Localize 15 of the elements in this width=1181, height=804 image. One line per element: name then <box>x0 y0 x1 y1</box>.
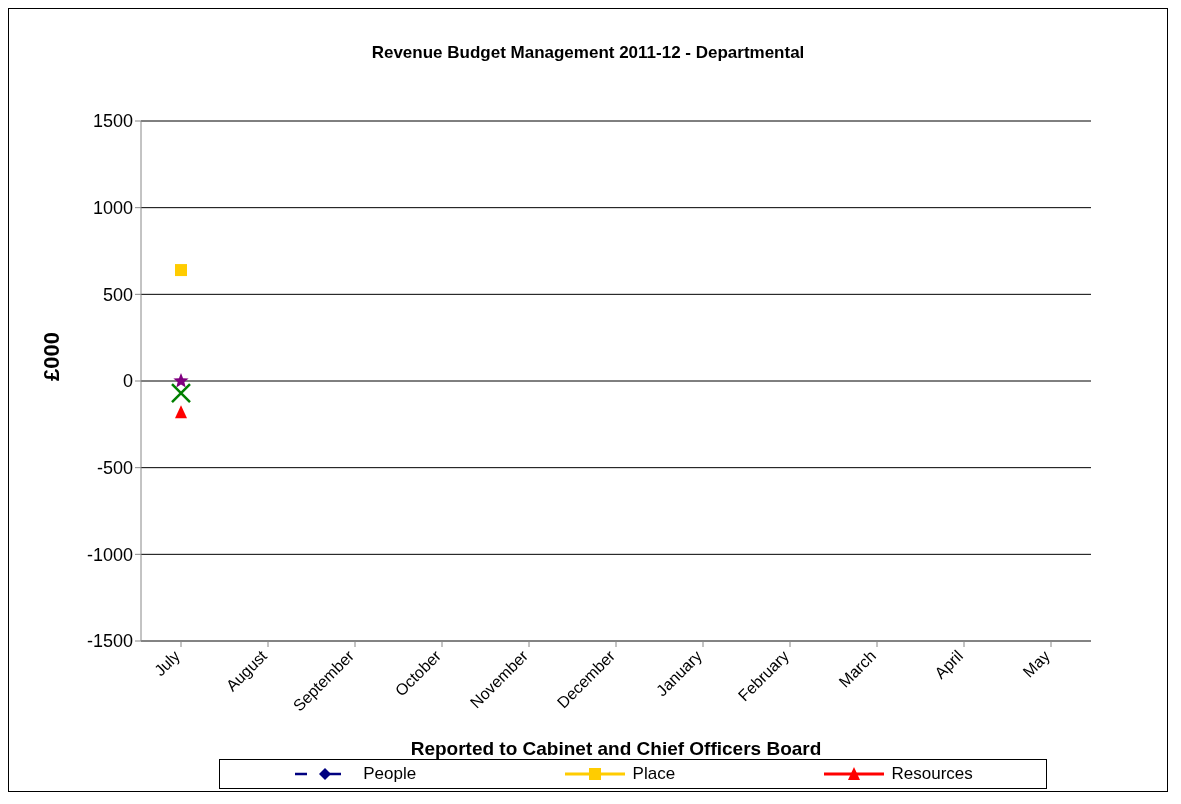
y-tick-label: -1000 <box>86 544 133 565</box>
y-tick-label: 0 <box>122 371 133 392</box>
legend-label: Place <box>631 764 676 784</box>
y-tick-label: -1500 <box>86 631 133 652</box>
x-tick-label: May <box>1019 647 1054 681</box>
y-axis-title: £000 <box>38 332 64 381</box>
legend-label: Resources <box>890 764 973 784</box>
chart-title: Revenue Budget Management 2011-12 - Departmental <box>370 43 806 63</box>
y-tick-label: 500 <box>102 284 133 305</box>
x-tick-label: July <box>150 647 184 680</box>
legend-label: People <box>362 764 417 784</box>
y-tick-label: -500 <box>96 458 133 479</box>
y-tick-label: 1500 <box>92 111 133 132</box>
x-axis-title: Reported to Cabinet and Chief Officers Board <box>410 738 822 759</box>
y-tick-label: 1000 <box>92 198 133 219</box>
